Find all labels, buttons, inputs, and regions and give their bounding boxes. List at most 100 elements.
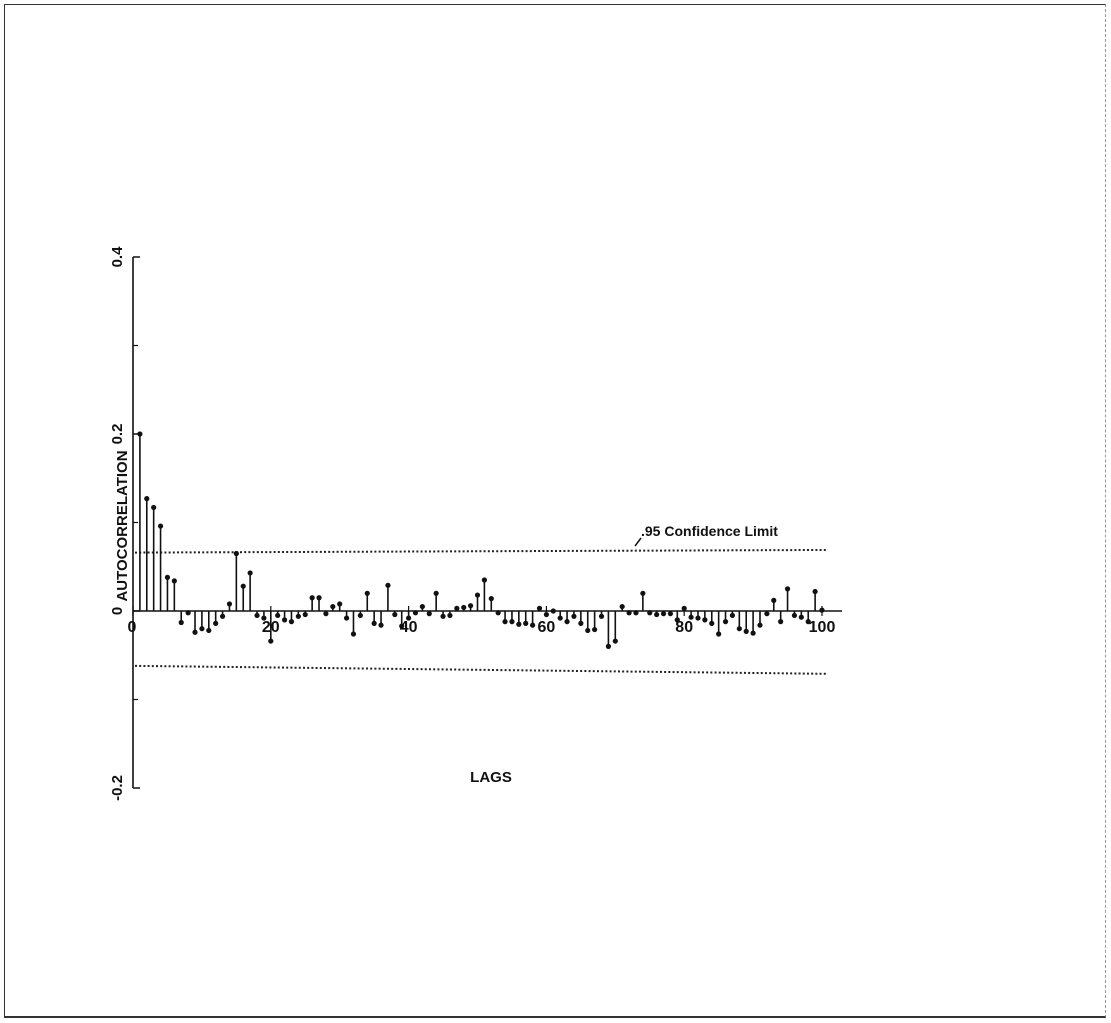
- stem-lag-57: [523, 611, 529, 626]
- stem-marker: [350, 631, 357, 637]
- stem-marker: [433, 590, 439, 596]
- stem-marker: [447, 612, 453, 619]
- stem-marker: [729, 612, 736, 619]
- stem-lag-95: [784, 586, 791, 611]
- stem-marker: [316, 595, 322, 601]
- stem-marker: [805, 619, 811, 625]
- stem-marker: [674, 617, 680, 623]
- stem-lag-43: [426, 611, 432, 617]
- stem-marker: [654, 611, 660, 618]
- stem-marker: [681, 605, 687, 611]
- stem-marker: [716, 631, 722, 637]
- stem-lag-6: [171, 578, 177, 611]
- stem-lag-53: [495, 610, 501, 616]
- stem-lag-70: [612, 611, 618, 644]
- stem-marker: [791, 612, 798, 619]
- stem-marker: [688, 614, 694, 620]
- stem-marker: [557, 615, 563, 621]
- stem-lag-69: [605, 611, 612, 650]
- y-tick-label: 0: [109, 607, 126, 615]
- stem-marker: [261, 615, 267, 621]
- stem-marker: [502, 619, 508, 625]
- stem-marker: [157, 523, 164, 529]
- stem-lag-90: [750, 611, 756, 636]
- stem-lag-30: [337, 601, 343, 611]
- stem-marker: [240, 583, 246, 589]
- stem-marker: [667, 611, 674, 617]
- stem-marker: [695, 615, 701, 621]
- stem-lag-2: [144, 496, 150, 611]
- stem-marker: [784, 586, 791, 592]
- stem-lag-77: [660, 611, 667, 617]
- lower-confidence-limit: [134, 664, 829, 675]
- stem-marker: [178, 619, 184, 626]
- stem-marker: [357, 612, 363, 619]
- y-tick-label: -0.2: [109, 775, 126, 801]
- stem-marker: [440, 613, 446, 619]
- stem-lag-59: [536, 605, 543, 611]
- stem-lag-27: [316, 595, 322, 611]
- stem-marker: [199, 626, 205, 632]
- stem-marker: [709, 620, 715, 626]
- stem-marker: [592, 626, 598, 633]
- stem-lag-98: [805, 611, 811, 625]
- stem-lag-60: [543, 611, 550, 618]
- stem-lag-80: [681, 605, 687, 611]
- stem-marker: [419, 603, 425, 610]
- stem-lag-26: [309, 595, 315, 611]
- stem-marker: [295, 613, 301, 619]
- confidence-limit-lines: [134, 548, 829, 675]
- stem-marker: [137, 431, 143, 437]
- stem-marker: [605, 643, 612, 650]
- stem-marker: [523, 620, 529, 626]
- stem-lag-96: [791, 611, 798, 619]
- stem-lag-94: [778, 611, 784, 625]
- stem-marker: [185, 610, 191, 616]
- stem-lag-47: [454, 605, 460, 611]
- stem-lag-85: [716, 611, 722, 637]
- stem-lag-40: [406, 611, 412, 621]
- stem-marker: [378, 622, 384, 628]
- stem-lag-29: [330, 603, 336, 611]
- stem-marker: [571, 613, 577, 619]
- stem-lag-52: [488, 596, 494, 611]
- stem-lag-49: [468, 603, 474, 611]
- stem-lag-17: [247, 570, 253, 611]
- stem-marker: [598, 613, 605, 619]
- stem-marker: [364, 590, 370, 596]
- stem-marker: [495, 610, 501, 616]
- stem-marker: [412, 610, 419, 616]
- stem-marker: [426, 611, 432, 617]
- confidence-limit-label: .95 Confidence Limit: [641, 523, 778, 539]
- stem-marker: [578, 620, 584, 626]
- stem-marker: [219, 613, 226, 619]
- stem-lag-68: [598, 611, 605, 619]
- stem-lag-10: [199, 611, 205, 632]
- stem-lag-89: [743, 611, 749, 634]
- stem-marker: [392, 611, 398, 618]
- stem-marker: [543, 611, 550, 618]
- stem-marker: [275, 612, 281, 619]
- stem-lag-83: [702, 611, 708, 623]
- stem-lag-44: [433, 590, 439, 611]
- stem-lag-45: [440, 611, 446, 619]
- stem-lag-64: [571, 611, 577, 619]
- stem-marker: [509, 619, 515, 625]
- stem-lag-25: [302, 611, 308, 618]
- stem-lag-78: [667, 611, 674, 617]
- stem-lag-34: [364, 590, 370, 611]
- stem-marker: [281, 617, 288, 623]
- stem-lag-61: [550, 608, 556, 614]
- confidence-limit-pointer: [634, 537, 642, 547]
- stem-marker: [461, 604, 467, 611]
- stem-lag-54: [502, 611, 508, 625]
- stem-lag-9: [192, 611, 198, 635]
- stem-lag-3: [151, 504, 157, 611]
- stem-marker: [530, 622, 536, 628]
- stem-marker: [406, 615, 412, 621]
- stem-marker: [660, 611, 667, 617]
- stem-marker: [288, 619, 295, 625]
- stem-lag-88: [736, 611, 742, 632]
- stem-lag-5: [164, 574, 171, 611]
- stem-lag-20: [268, 611, 274, 644]
